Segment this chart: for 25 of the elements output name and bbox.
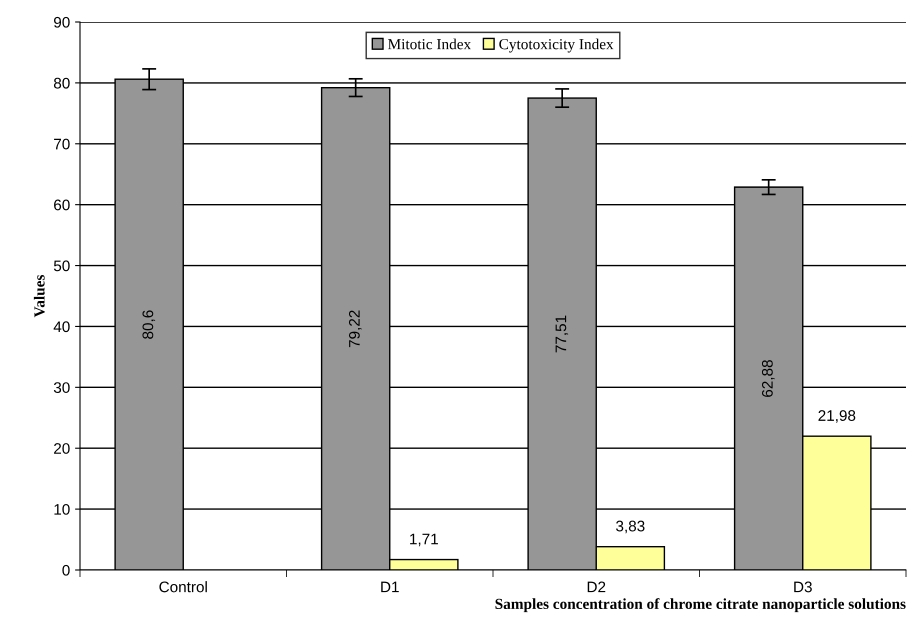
- data-label: 62,88: [762, 360, 775, 397]
- x-tick-label: D1: [381, 582, 399, 592]
- legend-label: Mitotic Index: [388, 38, 471, 50]
- y-tick-label: 20: [54, 443, 70, 454]
- x-tick-label: D3: [794, 582, 812, 592]
- y-tick-label: 0: [62, 564, 70, 576]
- data-label: 3,83: [616, 520, 645, 534]
- data-label: 79,22: [348, 310, 362, 348]
- y-tick-label: 70: [54, 138, 70, 150]
- data-label: 80,6: [142, 310, 156, 339]
- y-tick-label: 10: [54, 504, 70, 515]
- y-tick-label: 30: [54, 382, 70, 394]
- data-label: 1,71: [410, 534, 438, 546]
- y-tick-label: 80: [54, 78, 70, 89]
- x-tick-label: Control: [159, 581, 207, 592]
- x-tick-label: D2: [588, 582, 606, 592]
- y-tick-label: 40: [54, 321, 70, 332]
- y-tick-label: 90: [54, 16, 70, 28]
- y-tick-label: 60: [54, 200, 70, 210]
- data-label: 77,51: [556, 316, 568, 352]
- y-axis-title: Values: [34, 275, 45, 318]
- y-tick-label: 50: [54, 260, 70, 272]
- legend-label: Cytotoxicity Index: [499, 38, 614, 52]
- data-label: 21,98: [818, 410, 856, 423]
- x-axis-title: Samples concentration of chrome citrate nanoparticle solutions: [495, 598, 906, 612]
